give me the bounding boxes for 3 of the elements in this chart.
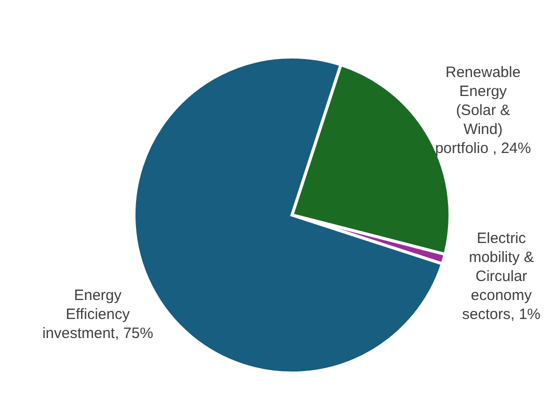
- slice-label: Renewable Energy (Solar & Wind) portfolio , 24%: [435, 63, 531, 156]
- slice-label: Energy Efficiency investment, 75%: [42, 286, 154, 342]
- slice-label: Electric mobility & Circular economy sectors, 1%: [462, 229, 541, 322]
